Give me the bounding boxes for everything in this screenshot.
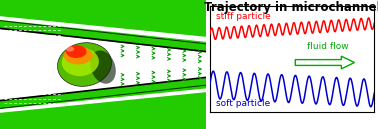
Ellipse shape [64,46,93,64]
Ellipse shape [66,46,74,52]
Polygon shape [0,0,206,36]
Ellipse shape [90,50,116,84]
Ellipse shape [57,43,112,86]
Polygon shape [0,93,206,129]
Text: fluid flow: fluid flow [307,42,349,51]
Text: Trajectory in microchannel: Trajectory in microchannel [204,1,378,14]
Text: soft particle: soft particle [216,99,271,108]
Ellipse shape [62,48,99,76]
Polygon shape [0,21,206,52]
Polygon shape [0,79,206,108]
Text: stiff particle: stiff particle [216,12,271,21]
Ellipse shape [66,45,87,58]
FancyArrow shape [295,56,355,69]
